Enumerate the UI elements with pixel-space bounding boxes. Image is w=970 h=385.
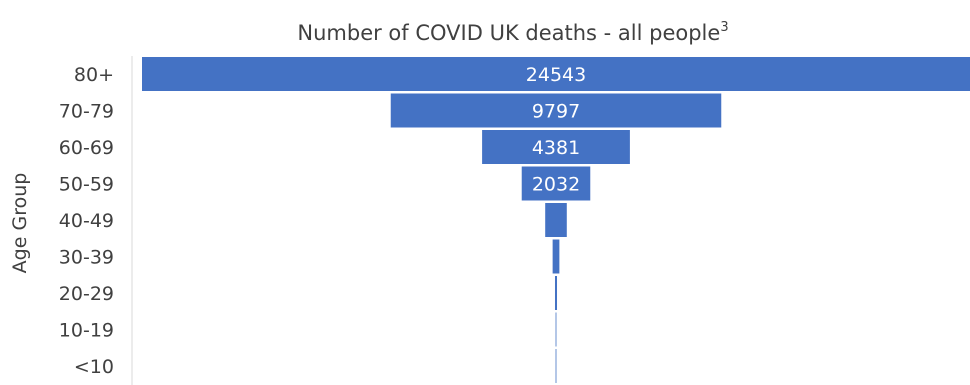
bar-40-49 <box>545 203 567 237</box>
bar-60-69 <box>482 130 630 164</box>
tick-label-70-79: 70-79 <box>59 101 114 123</box>
tick-label-20-29: 20-29 <box>59 283 114 305</box>
data-label-80+: 24543 <box>526 64 586 86</box>
tick-label-40-49: 40-49 <box>59 210 114 232</box>
data-label-60-69: 4381 <box>532 137 580 159</box>
tick-label-10-19: 10-19 <box>59 320 114 342</box>
tick-label-80+: 80+ <box>74 64 114 86</box>
tick-label-<10: <10 <box>74 356 114 378</box>
bar-30-39 <box>552 239 560 274</box>
data-label-group: 24543 9797 4381 2032 <box>526 64 586 196</box>
y-axis-label: Age Group <box>9 173 31 274</box>
bar-70-79 <box>390 93 722 128</box>
tick-label-30-39: 30-39 <box>59 247 114 269</box>
chart-title: Number of COVID UK deaths - all people3 <box>297 20 728 45</box>
bar-20-29 <box>554 276 558 310</box>
bar-50-59 <box>521 166 591 201</box>
chart-title-text: Number of COVID UK deaths - all people <box>297 21 720 45</box>
bar-10-19 <box>555 312 557 347</box>
bar-group <box>142 57 970 383</box>
bar-<10 <box>555 349 557 383</box>
data-label-50-59: 2032 <box>532 174 580 196</box>
tick-label-group: 80+ 70-79 60-69 50-59 40-49 30-39 20-29 10-19 <1… <box>59 64 114 378</box>
tick-label-60-69: 60-69 <box>59 137 114 159</box>
data-label-70-79: 9797 <box>532 101 580 123</box>
tick-label-50-59: 50-59 <box>59 174 114 196</box>
bar-80+ <box>142 57 970 91</box>
chart-title-superscript: 3 <box>720 20 728 35</box>
